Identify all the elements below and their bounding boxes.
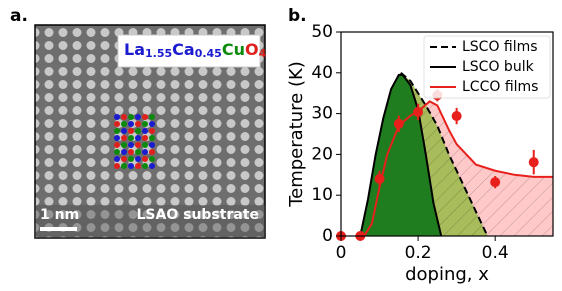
x-tick-label: 0 <box>336 243 347 263</box>
x-tick-label: 0.4 <box>482 243 509 263</box>
atom-overlay <box>128 149 134 155</box>
legend-label: LCCO films <box>462 79 538 95</box>
atom-overlay <box>121 114 127 120</box>
formula-part: 1.55 <box>145 47 172 60</box>
atom-overlay <box>149 156 155 162</box>
atom-overlay <box>114 156 120 162</box>
atom-overlay <box>142 163 148 169</box>
y-tick-label: 40 <box>311 63 333 83</box>
y-tick-label: 20 <box>311 144 333 164</box>
atom-overlay <box>149 149 155 155</box>
atom-overlay <box>142 142 148 148</box>
axes-frame <box>340 31 554 237</box>
atom-overlay <box>114 163 120 169</box>
formula-part: 4 <box>259 47 267 60</box>
atom-overlay <box>135 114 141 120</box>
y-tick-label: 0 <box>322 226 333 246</box>
formula: La1.55Ca0.45CuO4 <box>124 40 267 61</box>
atom-overlay <box>149 142 155 148</box>
atom-overlay <box>142 128 148 134</box>
atom-overlay <box>121 135 127 141</box>
atom-overlay <box>142 149 148 155</box>
atom-overlay <box>135 128 141 134</box>
series-line <box>359 73 443 236</box>
area-fill <box>360 74 442 236</box>
legend-label: LSCO films <box>462 39 538 55</box>
scale-bar-label: 1 nm <box>40 207 79 223</box>
atom-overlay <box>149 163 155 169</box>
atom-overlay <box>114 114 120 120</box>
data-point <box>490 177 501 188</box>
atom-overlay <box>135 149 141 155</box>
atom-overlay <box>128 142 134 148</box>
atom-overlay <box>149 135 155 141</box>
series-line <box>363 100 553 236</box>
legend-label: LSCO bulk <box>462 59 535 75</box>
atom-overlay <box>135 142 141 148</box>
data-point <box>374 173 385 184</box>
formula-part: Ca <box>172 40 195 59</box>
atom-overlay <box>114 135 120 141</box>
y-axis-label: Temperature (K) <box>286 61 307 208</box>
series-line <box>400 72 489 236</box>
atom-overlay <box>114 121 120 127</box>
stem-image: La1.55Ca0.45CuO4 1 nm LSAO substrate <box>34 24 267 239</box>
atom-overlay <box>121 142 127 148</box>
x-tick-label: 0.2 <box>405 243 432 263</box>
legend-box <box>423 35 551 99</box>
y-tick-label: 10 <box>311 185 333 205</box>
atom-overlay <box>149 114 155 120</box>
data-point <box>528 157 539 168</box>
atom-overlay <box>114 149 120 155</box>
data-point <box>413 106 424 117</box>
formula-part: Cu <box>222 40 245 59</box>
atom-overlay <box>149 121 155 127</box>
atom-overlay <box>128 121 134 127</box>
panel-label: a. <box>10 6 28 26</box>
atom-overlay <box>142 121 148 127</box>
atom-overlay <box>142 156 148 162</box>
panel-label: b. <box>288 6 307 26</box>
y-tick-label: 30 <box>311 104 333 124</box>
data-point <box>393 118 404 129</box>
formula-part: La <box>124 40 145 59</box>
atom-overlay <box>142 135 148 141</box>
atom-overlay <box>121 149 127 155</box>
atom-overlay <box>135 163 141 169</box>
atom-overlay <box>114 142 120 148</box>
atom-overlay <box>135 156 141 162</box>
y-tick-label: 50 <box>311 22 333 42</box>
atom-overlay <box>121 156 127 162</box>
atom-overlay <box>121 163 127 169</box>
formula-part: O <box>245 40 259 59</box>
atom-overlay <box>128 163 134 169</box>
atom-overlay <box>149 128 155 134</box>
atom-overlay <box>128 156 134 162</box>
atom-overlay <box>128 114 134 120</box>
atom-overlay <box>121 128 127 134</box>
atom-overlay <box>128 135 134 141</box>
atom-overlay <box>142 114 148 120</box>
atom-overlay <box>135 135 141 141</box>
atom-overlay <box>128 128 134 134</box>
formula-part: 0.45 <box>195 47 222 60</box>
data-point <box>451 111 462 122</box>
atom-overlay <box>114 128 120 134</box>
substrate-label: LSAO substrate <box>137 207 260 223</box>
atom-overlay <box>121 121 127 127</box>
x-axis-label: doping, x <box>405 264 489 285</box>
atom-overlay <box>135 121 141 127</box>
